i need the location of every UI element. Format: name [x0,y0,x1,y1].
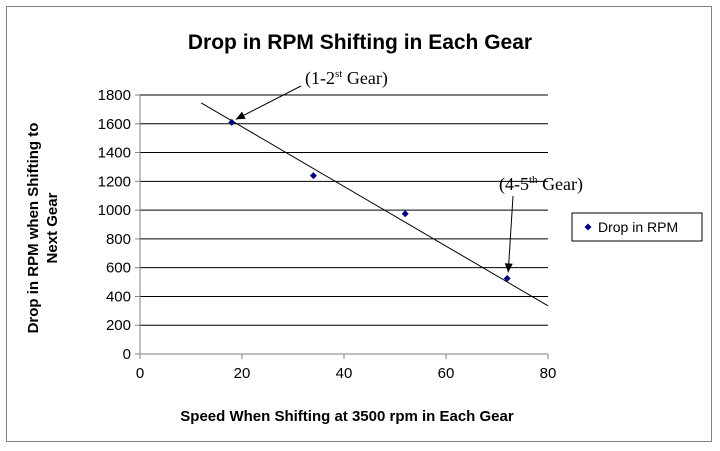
y-tick-label-9: 1800 [98,87,131,104]
chart-frame: Drop in RPM Shifting in Each Gear 0 20 40 6… [6,6,712,442]
annotation-0-superscript: st [335,68,342,80]
chart-title: Drop in RPM Shifting in Each Gear [188,31,532,54]
legend-box [571,212,703,242]
y-axis-title-line-1: Next Gear [44,192,61,263]
x-tick-label-3: 60 [438,365,455,382]
y-tick-label-5: 1000 [98,202,131,219]
trendline-layer [200,102,549,307]
y-tick-labels: 0 200 400 600 800 1000 1200 1400 1600 1800 [98,87,131,363]
annotation-0-arrow-line [235,85,302,120]
trendline [200,102,549,307]
x-tick-label-2: 40 [336,365,353,382]
annotation-label-1: (4-5th Gear) [499,174,583,195]
gridlines [135,94,549,359]
annotation-1-superscript: th [529,174,538,186]
data-points [228,118,511,282]
annotation-1-arrow-line [507,195,514,273]
y-axis-title-line-0: Drop in RPM when Shifting to [25,123,42,334]
annotation-1-prefix: (4-5 [499,174,529,195]
x-tick-label-4: 80 [540,365,557,382]
data-point-2 [401,210,409,218]
annotation-0-arrow-head [235,111,246,120]
annotation-0-suffix: Gear) [342,68,387,89]
legend-label: Drop in RPM [598,219,678,235]
x-tick-label-1: 20 [234,365,251,382]
x-axis-title: Speed When Shifting at 3500 rpm in Each … [180,408,514,425]
y-tick-label-1: 200 [106,317,131,334]
x-tick-label-0: 0 [136,365,144,382]
legend-marker [584,223,592,231]
y-tick-label-7: 1400 [98,145,131,162]
y-tick-label-3: 600 [106,260,131,277]
y-tick-label-8: 1600 [98,116,131,133]
y-tick-label-0: 0 [123,346,131,363]
data-point-0 [228,118,236,126]
legend: Drop in RPM [571,212,703,242]
annotations: (1-2st Gear)(4-5th Gear) [235,68,583,273]
annotation-1-arrow-head [504,263,513,273]
y-tick-label-2: 400 [106,288,131,305]
annotation-0-prefix: (1-2 [305,68,335,89]
data-point-3 [503,274,511,282]
data-point-1 [309,172,317,180]
y-tick-label-4: 800 [106,231,131,248]
scatter-chart: Drop in RPM Shifting in Each Gear 0 20 40 6… [25,31,703,425]
annotation-1-suffix: Gear) [538,174,583,195]
y-tick-label-6: 1200 [98,173,131,190]
annotation-label-0: (1-2st Gear) [305,68,388,89]
y-axis-title: Drop in RPM when Shifting to Next Gear [25,123,61,334]
x-tick-labels: 0 20 40 60 80 [136,365,557,382]
